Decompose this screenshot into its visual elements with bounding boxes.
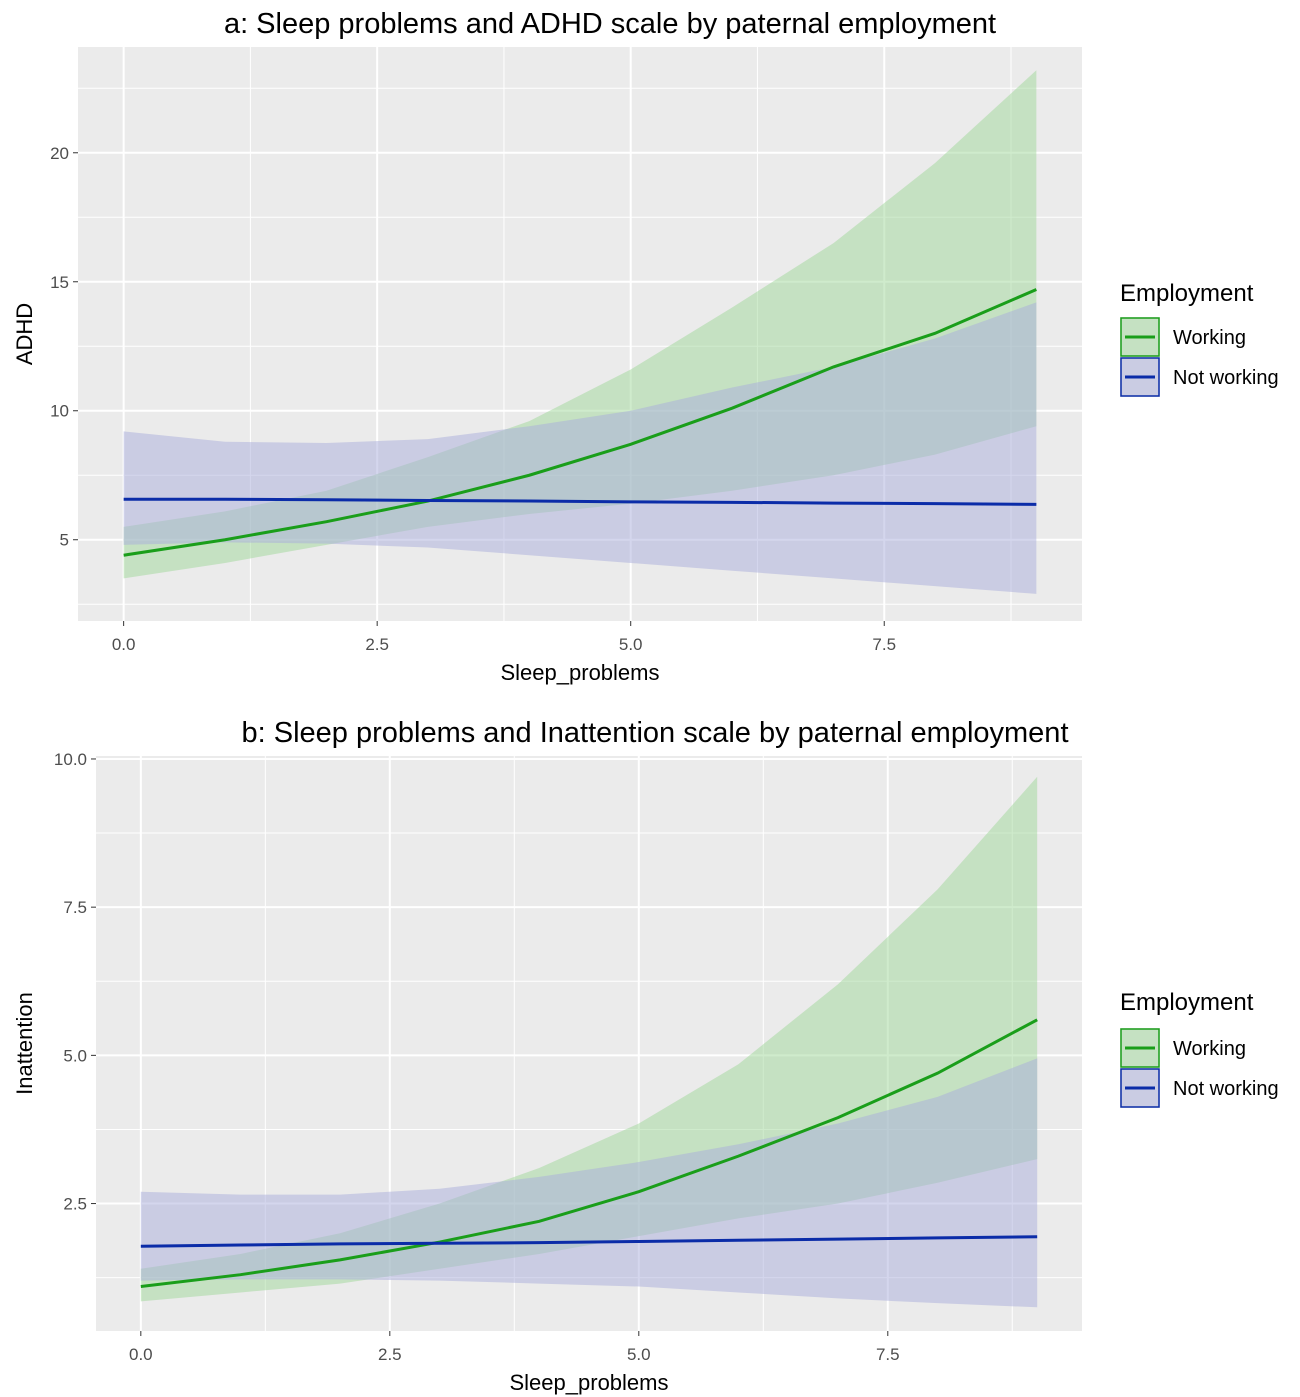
y-tick-label: 2.5	[63, 1195, 87, 1214]
legend-label-working: Working	[1173, 1038, 1246, 1060]
legend-label-working: Working	[1173, 327, 1246, 349]
y-tick-label: 5.0	[63, 1046, 87, 1065]
y-axis-title: ADHD	[12, 303, 37, 365]
chart-a-svg: a: Sleep problems and ADHD scale by pate…	[12, 8, 1279, 685]
legend-title: Employment	[1120, 280, 1254, 307]
y-tick-label: 10.0	[54, 750, 87, 769]
series-line-working	[123, 288, 1037, 557]
chart-marks	[140, 776, 1038, 1308]
x-axis-title: Sleep_problems	[510, 1370, 669, 1395]
x-tick-label: 2.5	[378, 1345, 402, 1364]
chart-panel-b: b: Sleep problems and Inattention scale …	[0, 700, 1300, 1397]
y-tick-label: 5	[60, 531, 69, 550]
legend: Employment Working Not working	[1120, 989, 1279, 1108]
x-tick-label: 0.0	[129, 1345, 153, 1364]
series-line-working	[140, 1018, 1038, 1289]
y-tick-label: 15	[50, 273, 69, 292]
x-tick-label: 0.0	[112, 635, 136, 654]
y-tick-label: 10	[50, 402, 69, 421]
y-tick-label: 20	[50, 144, 69, 163]
chart-panel-a: a: Sleep problems and ADHD scale by pate…	[0, 0, 1300, 690]
confidence-band-not-working	[123, 302, 1037, 594]
chart-b-svg: b: Sleep problems and Inattention scale …	[12, 717, 1279, 1395]
legend: Employment Working Not working	[1120, 280, 1279, 397]
series-line-not-working	[123, 497, 1037, 506]
series-line-not-working	[140, 1235, 1038, 1248]
legend-label-not-working: Not working	[1173, 1078, 1279, 1100]
y-axis-title: Inattention	[12, 992, 37, 1095]
x-tick-label: 7.5	[876, 1345, 900, 1364]
x-tick-label: 5.0	[619, 635, 643, 654]
y-tick-label: 7.5	[63, 898, 87, 917]
chart-title: b: Sleep problems and Inattention scale …	[242, 717, 1069, 749]
x-tick-label: 7.5	[872, 635, 896, 654]
legend-title: Employment	[1120, 989, 1254, 1016]
x-axis-title: Sleep_problems	[501, 660, 660, 685]
chart-marks	[123, 70, 1037, 594]
x-tick-label: 2.5	[365, 635, 389, 654]
chart-title: a: Sleep problems and ADHD scale by pate…	[224, 8, 996, 40]
legend-label-not-working: Not working	[1173, 367, 1279, 389]
x-tick-label: 5.0	[627, 1345, 651, 1364]
